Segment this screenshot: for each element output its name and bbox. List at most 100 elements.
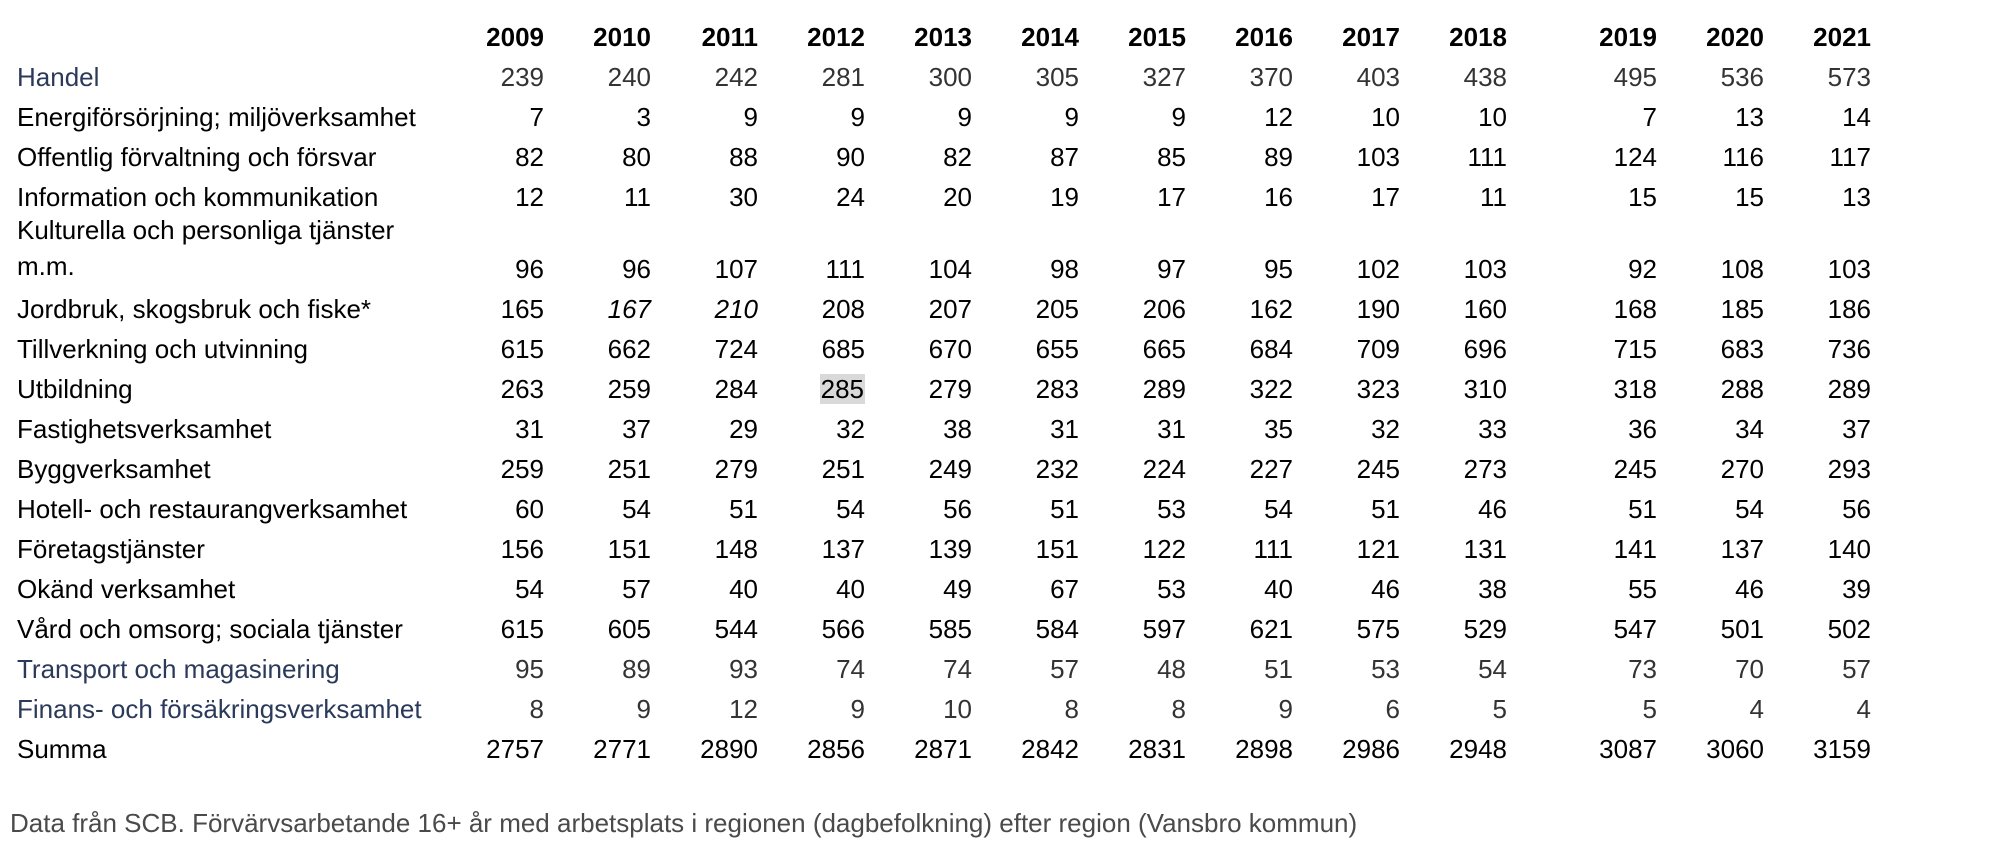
cell-text: 584 (1035, 614, 1079, 644)
employment-by-industry-table: 2009 2010 2011 2012 2013 2014 2015 2016 … (17, 14, 1871, 764)
cell-text: 438 (1463, 62, 1507, 92)
cell-text: 140 (1827, 534, 1871, 564)
cell-text: 685 (821, 334, 865, 364)
cell-value: 323 (1293, 364, 1400, 404)
cell-text: 288 (1720, 374, 1764, 404)
cell-value: 121 (1293, 524, 1400, 564)
cell-value: 35 (1186, 404, 1293, 444)
cell-value: 70 (1657, 644, 1764, 684)
cell-text: 96 (515, 254, 544, 284)
cell-text: 85 (1157, 142, 1186, 172)
cell-text: 715 (1613, 334, 1657, 364)
cell-value: 11 (544, 172, 651, 212)
cell-value: 273 (1400, 444, 1507, 484)
cell-value: 117 (1764, 132, 1871, 172)
cell-value: 10 (1400, 92, 1507, 132)
cell-text: 51 (1050, 494, 1079, 524)
cell-text: 263 (500, 374, 544, 404)
cell-text: 167 (607, 294, 651, 324)
cell-text: 670 (928, 334, 972, 364)
year-header: 2010 (593, 22, 651, 52)
cell-value: 8 (1079, 684, 1186, 724)
row-label: Fastighetsverksamhet (17, 414, 272, 444)
year-header: 2014 (1021, 22, 1079, 52)
cell-value: 322 (1186, 364, 1293, 404)
cell-text: 210 (714, 294, 758, 324)
cell-value: 536 (1657, 52, 1764, 92)
cell-text: 207 (928, 294, 972, 324)
cell-text: 151 (1035, 534, 1079, 564)
cell-value: 305 (972, 52, 1079, 92)
cell-value: 34 (1657, 404, 1764, 444)
cell-value: 29 (651, 404, 758, 444)
cell-text: 97 (1157, 254, 1186, 284)
cell-value: 279 (651, 444, 758, 484)
cell-text: 502 (1827, 614, 1871, 644)
cell-text: 3087 (1599, 734, 1657, 764)
cell-value: 95 (437, 644, 544, 684)
cell-value: 30 (651, 172, 758, 212)
row-label: Kulturella och personliga tjänster m.m. (17, 215, 395, 281)
cell-text: 8 (1171, 694, 1186, 724)
cell-text: 3060 (1706, 734, 1764, 764)
cell-value: 685 (758, 324, 865, 364)
cell-value: 615 (437, 604, 544, 644)
cell-text: 124 (1613, 142, 1657, 172)
cell-text: 73 (1628, 654, 1657, 684)
cell-value: 684 (1186, 324, 1293, 364)
cell-text: 117 (1829, 142, 1871, 172)
cell-text: 95 (515, 654, 544, 684)
cell-value: 13 (1764, 172, 1871, 212)
cell-value: 17 (1079, 172, 1186, 212)
table-row: Byggverksamhet 259 251 279 251 249 232 224 227 24… (17, 444, 1871, 484)
table-row: Jordbruk, skogsbruk och fiske* 165 167 210 2… (17, 284, 1871, 324)
cell-value: 162 (1186, 284, 1293, 324)
cell-text: 30 (729, 182, 758, 212)
cell-text: 2871 (914, 734, 972, 764)
cell-value: 85 (1079, 132, 1186, 172)
cell-text: 103 (1827, 254, 1871, 284)
cell-value: 210 (651, 284, 758, 324)
cell-text: 104 (928, 254, 972, 284)
cell-value: 19 (972, 172, 1079, 212)
cell-value: 57 (1764, 644, 1871, 684)
cell-text: 251 (607, 454, 651, 484)
cell-text: 655 (1035, 334, 1079, 364)
cell-value: 9 (758, 92, 865, 132)
cell-text: 103 (1463, 254, 1507, 284)
cell-text: 547 (1613, 614, 1657, 644)
cell-value: 227 (1186, 444, 1293, 484)
cell-value: 12 (437, 172, 544, 212)
cell-text: 575 (1356, 614, 1400, 644)
cell-value: 73 (1507, 644, 1657, 684)
cell-text: 20 (943, 182, 972, 212)
cell-value: 108 (1657, 212, 1764, 284)
cell-value: 14 (1764, 92, 1871, 132)
cell-value: 605 (544, 604, 651, 644)
row-label: Tillverkning och utvinning (17, 334, 308, 364)
table-row: Summa 2757 2771 2890 2856 2871 2842 2831 2898 298… (17, 724, 1871, 764)
year-header: 2019 (1599, 22, 1657, 52)
cell-text: 53 (1157, 574, 1186, 604)
cell-text: 122 (1142, 534, 1186, 564)
cell-value: 206 (1079, 284, 1186, 324)
cell-text: 289 (1142, 374, 1186, 404)
cell-value: 97 (1079, 212, 1186, 284)
cell-value: 46 (1293, 564, 1400, 604)
cell-value: 111 (1186, 524, 1293, 564)
cell-value: 9 (1186, 684, 1293, 724)
cell-value: 544 (651, 604, 758, 644)
cell-value: 621 (1186, 604, 1293, 644)
cell-text: 709 (1356, 334, 1400, 364)
cell-text: 300 (928, 62, 972, 92)
cell-value: 53 (1079, 484, 1186, 524)
cell-value: 55 (1507, 564, 1657, 604)
cell-text: 162 (1249, 294, 1293, 324)
table-row: Utbildning 263 259 284 285 279 283 289 322 323 310… (17, 364, 1871, 404)
year-header: 2011 (701, 22, 758, 52)
cell-value: 40 (651, 564, 758, 604)
cell-text: 160 (1463, 294, 1507, 324)
cell-value: 139 (865, 524, 972, 564)
cell-text: 10 (1478, 102, 1507, 132)
cell-value: 74 (758, 644, 865, 684)
